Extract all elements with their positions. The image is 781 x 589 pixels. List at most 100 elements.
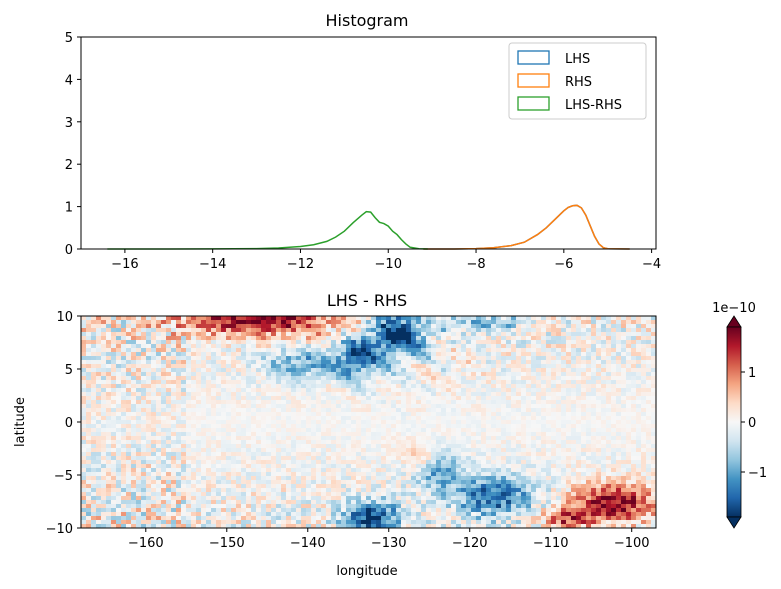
heatmap-cell	[476, 340, 482, 345]
heatmap-cell	[306, 384, 312, 389]
heatmap-cell	[126, 364, 132, 369]
heatmap-cell	[116, 352, 122, 357]
heatmap-cell	[141, 324, 147, 329]
heatmap-cell	[106, 440, 112, 445]
heatmap-cell	[346, 332, 352, 337]
heatmap-cell	[616, 364, 622, 369]
heatmap-cell	[606, 452, 612, 457]
heatmap-cell	[131, 396, 137, 401]
heatmap-cell	[591, 472, 597, 477]
heatmap-cell	[391, 436, 397, 441]
heatmap-cell	[471, 436, 477, 441]
heatmap-cell	[211, 356, 217, 361]
heatmap-cell	[146, 476, 152, 481]
heatmap-cell	[621, 464, 627, 469]
heatmap-cell	[451, 480, 457, 485]
heatmap-cell	[631, 352, 637, 357]
heatmap-cell	[271, 472, 277, 477]
heatmap-cell	[136, 340, 142, 345]
heatmap-cell	[396, 352, 402, 357]
heatmap-cell	[331, 420, 337, 425]
heatmap-cell	[611, 456, 617, 461]
heatmap-cell	[476, 448, 482, 453]
heatmap-cell	[146, 388, 152, 393]
heatmap-cell	[441, 416, 447, 421]
heatmap-cell	[121, 384, 127, 389]
heatmap-cell	[551, 352, 557, 357]
heatmap-cell	[636, 476, 642, 481]
heatmap-cell	[536, 436, 542, 441]
heatmap-cell	[581, 404, 587, 409]
heatmap-cell	[191, 484, 197, 489]
heatmap-cell	[531, 444, 537, 449]
heatmap-cell	[191, 424, 197, 429]
heatmap-cell	[596, 420, 602, 425]
heatmap-cell	[146, 452, 152, 457]
heatmap-cell	[291, 336, 297, 341]
heatmap-cell	[511, 340, 517, 345]
heatmap-cell	[346, 444, 352, 449]
heatmap-cell	[621, 472, 627, 477]
heatmap-cell	[266, 368, 272, 373]
heatmap-cell	[291, 480, 297, 485]
heatmap-cell	[401, 396, 407, 401]
heatmap-cell	[631, 460, 637, 465]
heatmap-cell	[196, 328, 202, 333]
heatmap-cell	[156, 480, 162, 485]
heatmap-cell	[581, 336, 587, 341]
heatmap-cell	[286, 400, 292, 405]
heatmap-cell	[401, 480, 407, 485]
heatmap-cell	[361, 348, 367, 353]
heatmap-cell	[281, 468, 287, 473]
heatmap-cell	[641, 392, 647, 397]
heatmap-cell	[141, 408, 147, 413]
heatmap-cell	[86, 424, 92, 429]
heatmap-cell	[296, 480, 302, 485]
heatmap-cell	[226, 340, 232, 345]
heatmap-cell	[286, 380, 292, 385]
heatmap-cell	[496, 320, 502, 325]
heatmap-cell	[201, 400, 207, 405]
heatmap-cell	[166, 432, 172, 437]
heatmap-cell	[411, 340, 417, 345]
heatmap-cell	[511, 356, 517, 361]
heatmap-cell	[191, 384, 197, 389]
heatmap-cell	[551, 428, 557, 433]
heatmap-cell	[331, 452, 337, 457]
heatmap-cell	[646, 336, 652, 341]
heatmap-cell	[241, 344, 247, 349]
heatmap-cell	[436, 364, 442, 369]
heatmap-cell	[421, 412, 427, 417]
heatmap-cell	[496, 416, 502, 421]
heatmap-cell	[456, 396, 462, 401]
heatmap-cell	[126, 472, 132, 477]
heatmap-cell	[451, 380, 457, 385]
heatmap-cell	[646, 404, 652, 409]
heatmap-cell	[526, 432, 532, 437]
heatmap-cell	[326, 468, 332, 473]
heatmap-cell	[391, 412, 397, 417]
heatmap-cell	[231, 420, 237, 425]
heatmap-cell	[196, 396, 202, 401]
heatmap-cell	[566, 340, 572, 345]
heatmap-cell	[451, 432, 457, 437]
heatmap-cell	[126, 452, 132, 457]
heatmap-cell	[236, 432, 242, 437]
heatmap-cell	[381, 472, 387, 477]
heatmap-cell	[616, 384, 622, 389]
heatmap-cell	[136, 400, 142, 405]
heatmap-cell	[91, 392, 97, 397]
heatmap-cell	[246, 452, 252, 457]
heatmap-cell	[131, 472, 137, 477]
heatmap-cell	[216, 388, 222, 393]
heatmap-cell	[236, 408, 242, 413]
heatmap-cell	[646, 424, 652, 429]
heatmap-cell	[251, 372, 257, 377]
heatmap-cell	[376, 444, 382, 449]
heatmap-cell	[526, 440, 532, 445]
heatmap-cell	[471, 464, 477, 469]
heatmap-cell	[531, 420, 537, 425]
heatmap-cell	[626, 352, 632, 357]
heatmap-cell	[356, 420, 362, 425]
heatmap-cell	[546, 460, 552, 465]
